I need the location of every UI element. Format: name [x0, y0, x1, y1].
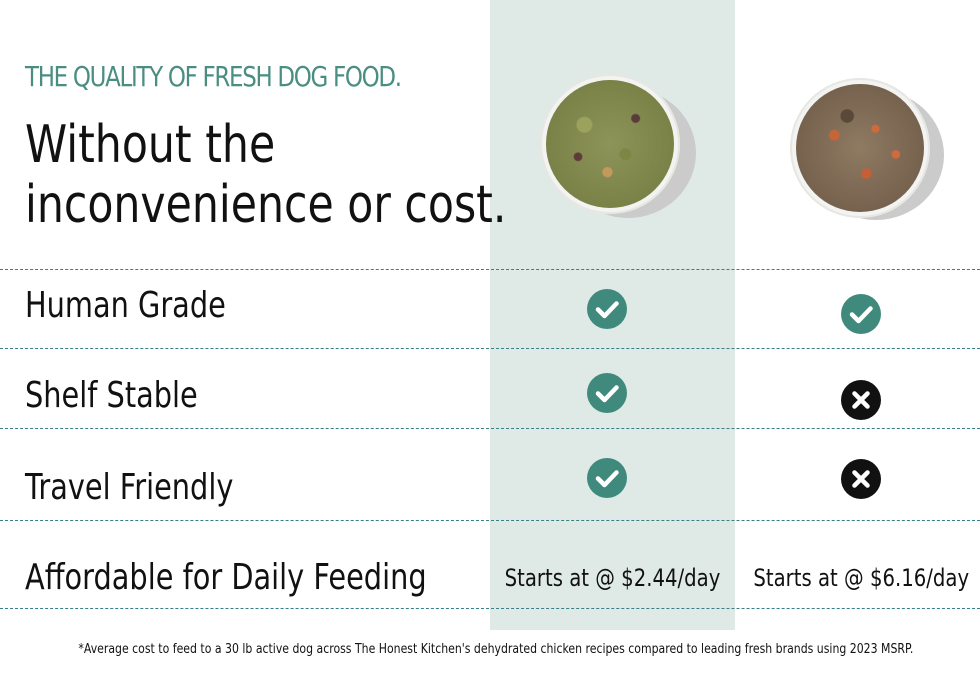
- row-label-affordable: Affordable for Daily Feeding: [25, 557, 427, 598]
- row-label-human-grade: Human Grade: [25, 285, 226, 326]
- page-title: Without the inconvenience or cost.: [25, 115, 507, 235]
- x-icon: [841, 459, 881, 499]
- check-icon: [587, 458, 627, 498]
- row-divider: [0, 520, 980, 521]
- check-icon: [587, 289, 627, 329]
- row-divider: [0, 269, 980, 270]
- row-divider: [0, 608, 980, 609]
- check-icon: [587, 373, 627, 413]
- footnote: *Average cost to feed to a 30 lb active …: [78, 642, 914, 657]
- row-label-travel-friendly: Travel Friendly: [25, 467, 234, 508]
- row-label-shelf-stable: Shelf Stable: [25, 375, 198, 416]
- check-icon: [841, 294, 881, 334]
- headline-line-1: Without the: [25, 115, 276, 175]
- x-icon: [841, 380, 881, 420]
- eyebrow-heading: THE QUALITY OF FRESH DOG FOOD.: [25, 60, 402, 93]
- row-divider: [0, 348, 980, 349]
- headline-line-2: inconvenience or cost.: [25, 175, 507, 235]
- row-divider: [0, 428, 980, 429]
- price-dehydrated: Starts at @ $2.44/day: [504, 564, 721, 592]
- price-fresh: Starts at @ $6.16/day: [753, 564, 970, 592]
